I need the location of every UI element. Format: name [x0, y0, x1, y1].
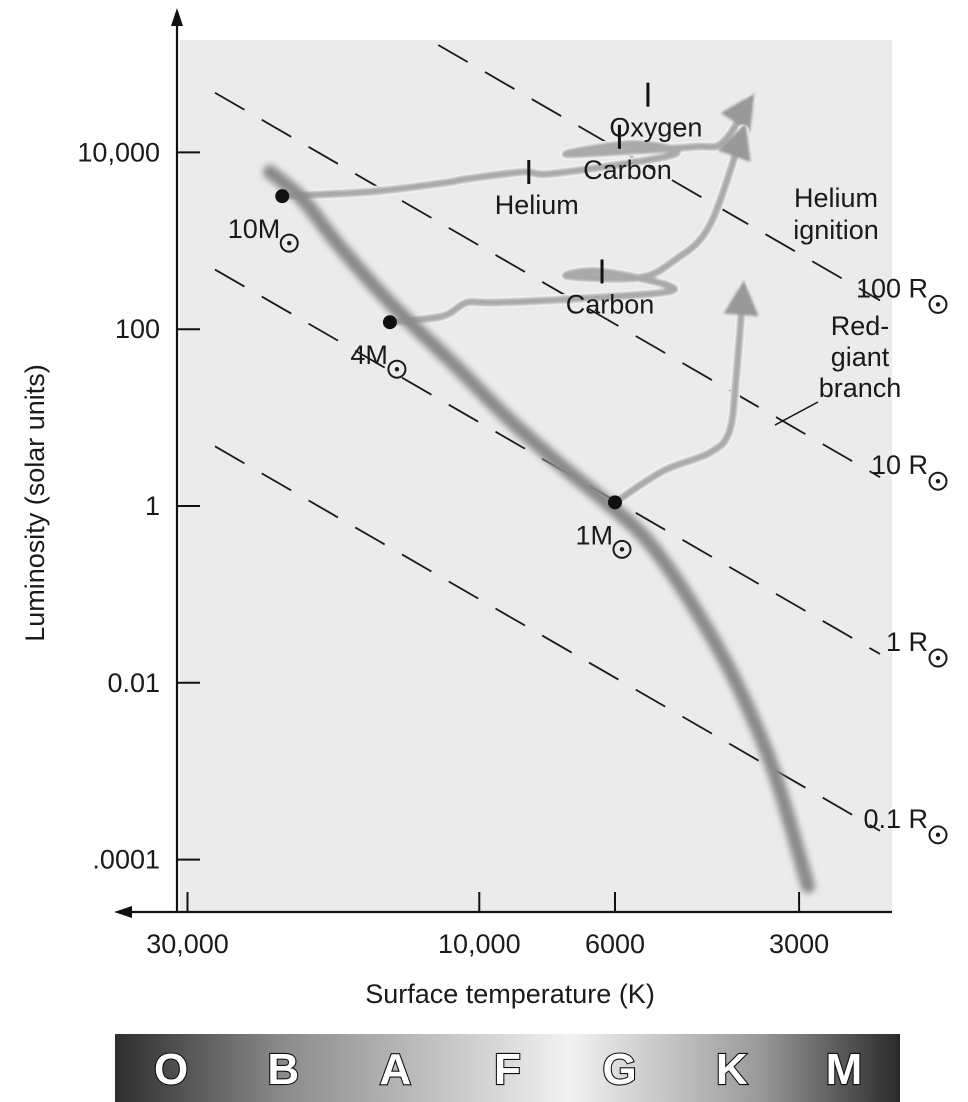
solar-symbol-ring: [928, 294, 948, 314]
radius-label-text: 10 R: [871, 450, 928, 480]
solar-symbol-dot: [287, 240, 292, 246]
y-axis-arrow-icon: [171, 8, 183, 26]
solar-symbol-ring: [928, 471, 948, 491]
radius-label: 1 R: [886, 627, 948, 668]
x-tick-label: 3000: [769, 929, 829, 959]
solar-symbol-dot: [935, 479, 941, 484]
x-tick-label: 10,000: [438, 929, 521, 959]
track-labels: HeliumCarbonOxygenCarbonHeliumignitionRe…: [495, 82, 902, 426]
radius-label: 0.1 R: [863, 804, 948, 845]
spectral-class-g: G: [603, 1045, 637, 1094]
y-tick-label: 1: [145, 491, 160, 521]
solar-symbol-ring: [612, 539, 632, 559]
star-markers: 10M 4M 1M: [228, 189, 632, 559]
track-line: [611, 280, 759, 506]
star-dot: [275, 189, 290, 204]
radius-label: 100 R: [856, 273, 948, 314]
track-line: [386, 123, 751, 326]
evolution-track: [384, 123, 751, 328]
solar-symbol-ring: [387, 359, 407, 379]
evolution-track: [609, 280, 759, 508]
y-axis-title: Luminosity (solar units): [20, 364, 50, 642]
radius-label-text: 100 R: [856, 273, 928, 303]
solar-symbol-dot: [619, 547, 625, 552]
star-mass-text: 4M: [350, 340, 388, 370]
star-mass-label: 1M: [575, 520, 632, 559]
star-mass-label: 10M: [228, 214, 299, 253]
spectral-class-f: F: [494, 1045, 521, 1094]
star-dot: [607, 495, 622, 510]
burning-label: Carbon: [566, 289, 655, 319]
evolution-track: [276, 93, 757, 202]
x-tick-label: 6000: [585, 929, 645, 959]
x-axis-arrow-icon: [114, 906, 132, 918]
burning-label: Carbon: [583, 155, 672, 185]
star-mass-text: 1M: [575, 520, 613, 550]
spectral-class-a: A: [379, 1045, 411, 1094]
red-giant-pointer: [774, 401, 819, 426]
solar-symbol-icon: [387, 359, 407, 379]
solar-symbol-icon: [279, 233, 299, 253]
helium-ignition-label: ignition: [793, 215, 879, 245]
solar-symbol-dot: [935, 655, 941, 661]
solar-symbol-icon: [928, 825, 948, 845]
radius-label-text: 1 R: [886, 627, 928, 657]
star-mass-text: 10M: [228, 214, 281, 244]
solar-symbol-ring: [279, 233, 299, 253]
solar-symbol-ring: [928, 825, 948, 845]
y-tick-label: 100: [115, 314, 160, 344]
red-giant-branch-label: giant: [831, 342, 890, 372]
x-tick-label: 30,000: [146, 929, 229, 959]
x-axis-title: Surface temperature (K): [365, 979, 655, 1009]
solar-symbol-ring: [928, 648, 948, 668]
red-giant-branch-label: branch: [819, 373, 902, 403]
spectral-class-o: O: [154, 1045, 188, 1094]
y-tick-label: .0001: [92, 845, 160, 875]
radius-line: [437, 44, 881, 302]
solar-symbol-icon: [612, 539, 632, 559]
spectral-class-b: B: [267, 1045, 299, 1094]
spectral-class-m: M: [826, 1045, 863, 1094]
track-line: [278, 93, 755, 200]
burning-label: Oxygen: [609, 113, 702, 143]
red-giant-branch-label: Red-: [831, 311, 890, 341]
radius-label-text: 0.1 R: [863, 804, 928, 834]
solar-symbol-icon: [928, 294, 948, 314]
burning-label: Helium: [495, 190, 579, 220]
main-sequence: [262, 165, 816, 894]
x-axis-ticks: 30,000 10,000 6000 3000: [146, 892, 829, 959]
y-tick-label: 10,000: [77, 137, 160, 167]
spectral-class-bar: [115, 1034, 900, 1102]
radius-label: 10 R: [871, 450, 948, 491]
solar-symbol-icon: [928, 648, 948, 668]
star-dot: [382, 315, 397, 330]
y-axis-ticks: 10,000 100 1 0.01 .0001: [77, 137, 200, 875]
spectral-class-k: K: [716, 1045, 748, 1094]
solar-symbol-icon: [928, 471, 948, 491]
evolution-tracks: [276, 93, 759, 508]
star-mass-label: 4M: [350, 340, 407, 379]
helium-ignition-label: Helium: [794, 183, 878, 213]
solar-symbol-dot: [394, 367, 400, 372]
main-sequence-band: [262, 165, 816, 894]
radius-line: [214, 91, 881, 478]
y-tick-label: 0.01: [107, 668, 160, 698]
solar-symbol-dot: [935, 302, 941, 307]
radius-line: [214, 445, 881, 832]
solar-symbol-dot: [935, 832, 941, 838]
